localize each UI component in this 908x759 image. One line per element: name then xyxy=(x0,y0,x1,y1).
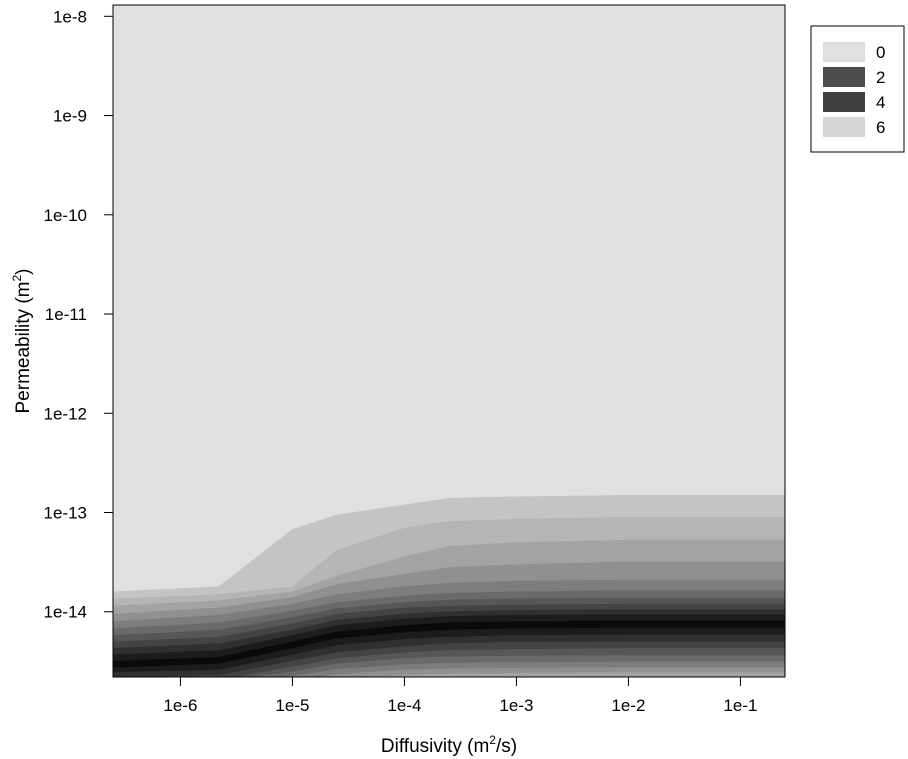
x-tick-label: 1e-2 xyxy=(611,696,645,715)
legend-swatch xyxy=(823,92,865,112)
y-tick-label: 1e-11 xyxy=(45,305,87,324)
legend-swatch xyxy=(823,67,865,87)
y-axis-title: Permeability (m2) xyxy=(10,269,34,414)
y-axis: 1e-8 1e-9 1e-10 1e-11 1e-12 1e-13 1e-14 xyxy=(44,7,113,622)
legend-label: 0 xyxy=(876,43,885,62)
y-tick-label: 1e-10 xyxy=(44,206,87,225)
x-tick-label: 1e-5 xyxy=(275,696,309,715)
plot-frame xyxy=(112,4,786,678)
contour-bands xyxy=(113,495,785,677)
legend-label: 4 xyxy=(876,93,885,112)
x-tick-label: 1e-4 xyxy=(387,696,421,715)
legend-label: 2 xyxy=(876,68,885,87)
legend-swatch xyxy=(823,42,865,62)
legend-label: 6 xyxy=(876,118,885,137)
legend-swatch xyxy=(823,117,865,137)
x-axis: 1e-6 1e-5 1e-4 1e-3 1e-2 1e-1 xyxy=(163,677,757,715)
x-axis-title: Diffusivity (m2/s) xyxy=(381,733,517,757)
legend: 0 2 4 6 xyxy=(810,25,905,153)
contour-band-19 xyxy=(371,672,785,677)
x-tick-label: 1e-3 xyxy=(499,696,533,715)
y-tick-label: 1e-12 xyxy=(44,404,87,423)
y-tick-label: 1e-8 xyxy=(53,7,87,26)
y-tick-label: 1e-14 xyxy=(44,603,87,622)
y-tick-label: 1e-9 xyxy=(53,107,87,126)
x-tick-label: 1e-1 xyxy=(723,696,757,715)
x-tick-label: 1e-6 xyxy=(163,696,197,715)
y-tick-label: 1e-13 xyxy=(44,504,87,523)
